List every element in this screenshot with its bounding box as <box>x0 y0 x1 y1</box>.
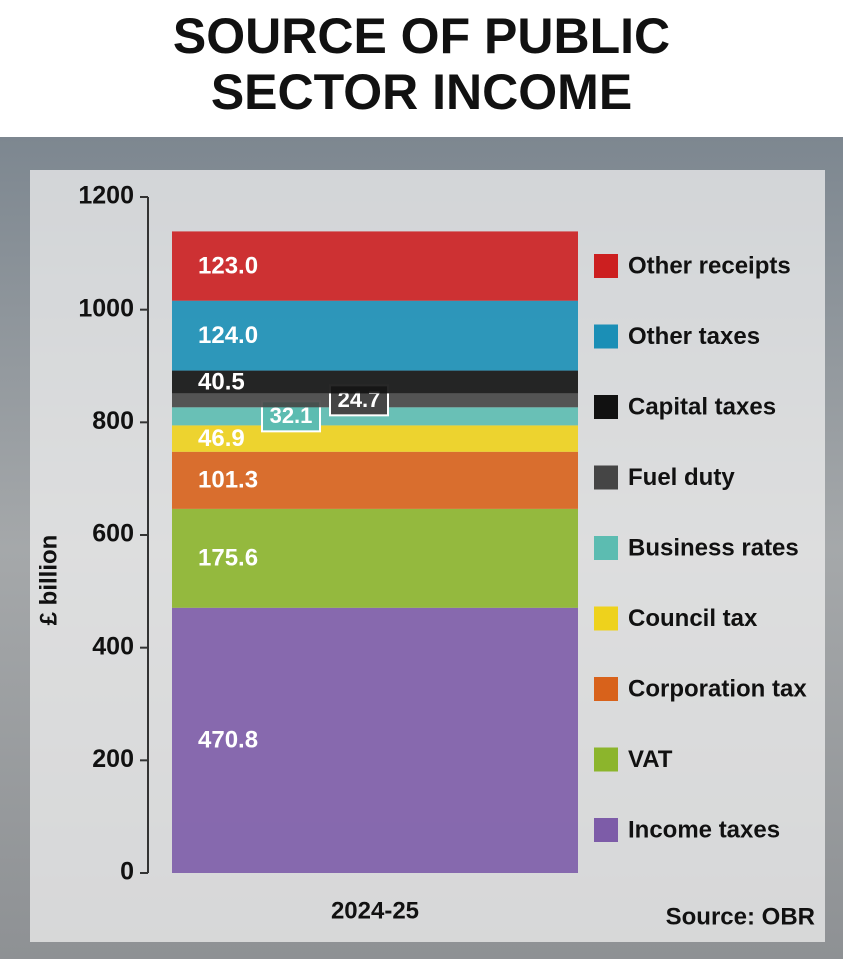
value-label: 175.6 <box>198 545 258 572</box>
value-label: 46.9 <box>198 425 245 452</box>
value-label: 32.1 <box>270 403 313 428</box>
y-tick-label: 600 <box>92 520 134 548</box>
legend-label: Corporation tax <box>628 675 807 702</box>
legend-swatch <box>594 254 618 278</box>
y-axis-label: £ billion <box>35 535 62 626</box>
bar-segment <box>172 231 578 301</box>
y-tick-label: 200 <box>92 745 134 773</box>
source: Source: OBR <box>666 903 815 930</box>
bar-segment <box>172 300 578 371</box>
legend-swatch <box>594 465 618 490</box>
value-label: 40.5 <box>198 368 245 395</box>
bar-segment <box>172 451 578 509</box>
value-label: 123.0 <box>198 252 258 279</box>
y-tick-label: 1000 <box>78 294 134 322</box>
bar-segment <box>172 607 578 873</box>
legend-label: VAT <box>628 746 673 773</box>
bar-segment <box>172 425 578 452</box>
legend-swatch <box>594 606 618 631</box>
legend-swatch <box>594 536 618 560</box>
y-tick-label: 0 <box>120 858 134 886</box>
legend-swatch <box>594 324 618 349</box>
value-label: 470.8 <box>198 727 258 754</box>
legend-label: Business rates <box>628 534 799 561</box>
title-box: SOURCE OF PUBLIC SECTOR INCOME <box>172 8 671 120</box>
value-label: 101.3 <box>198 467 258 494</box>
value-label: 124.0 <box>198 322 258 349</box>
legend-label: Council tax <box>628 605 758 632</box>
legend-swatch <box>594 818 618 842</box>
legend-label: Other receipts <box>628 252 791 279</box>
legend-swatch <box>594 395 618 419</box>
chart-title: SOURCE OF PUBLIC SECTOR INCOME <box>172 8 671 120</box>
legend-label: Other taxes <box>628 323 760 350</box>
legend-label: Fuel duty <box>628 464 735 491</box>
legend-swatch <box>594 747 618 772</box>
legend-swatch <box>594 677 618 701</box>
y-tick-label: 1200 <box>78 182 134 210</box>
bar-segment <box>172 370 578 394</box>
bar-segment <box>172 508 578 608</box>
y-tick-label: 800 <box>92 407 134 435</box>
legend-label: Income taxes <box>628 816 780 843</box>
x-tick-label: 2024-25 <box>331 897 419 924</box>
legend-label: Capital taxes <box>628 393 776 420</box>
y-tick-label: 400 <box>92 632 134 660</box>
